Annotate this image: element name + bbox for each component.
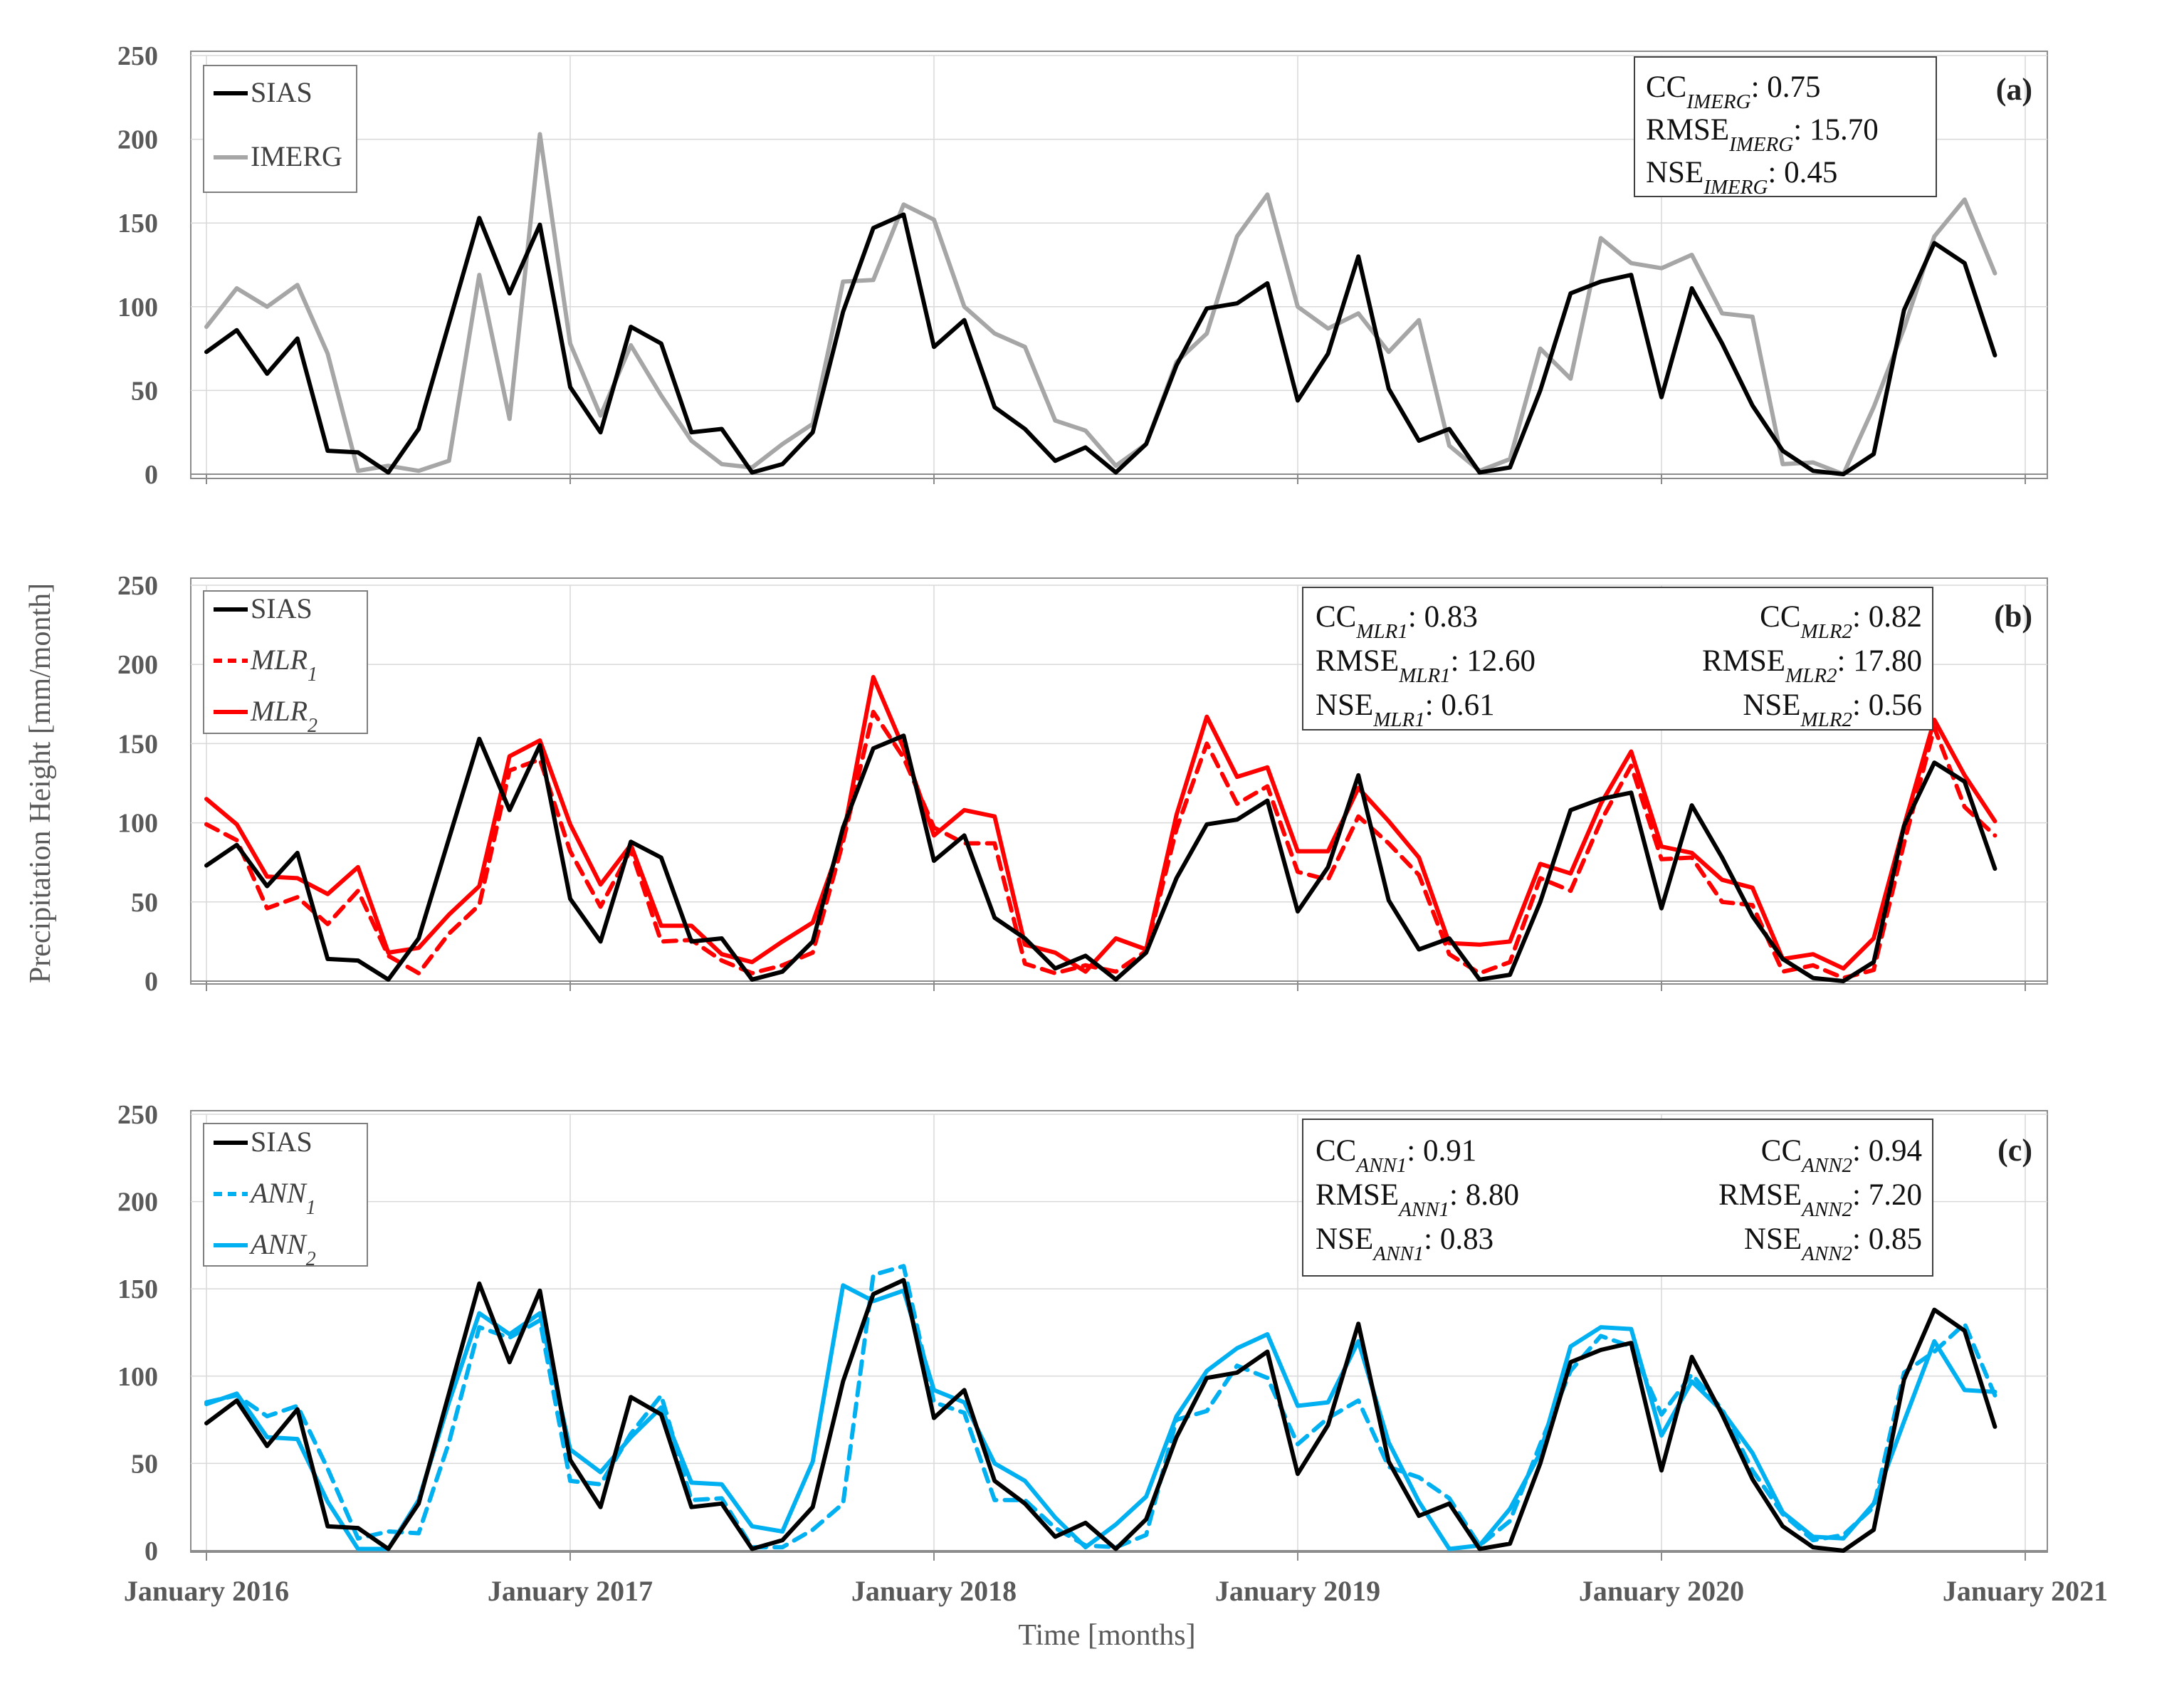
y-tick-label: 100 xyxy=(117,809,158,839)
series-line-imerg xyxy=(204,132,1997,476)
panel-tag: (a) xyxy=(1996,72,2032,107)
stats-frame xyxy=(1634,56,1937,197)
y-tick-label: 50 xyxy=(131,1449,158,1479)
y-tick-label: 200 xyxy=(117,125,158,155)
series-line-sias xyxy=(204,733,1997,983)
panel-0: 0 50 100 150 200 250 SIAS IMERG CCIMERG: 0.75RMS… xyxy=(117,41,2048,490)
y-tick-label: 200 xyxy=(117,1188,158,1217)
y-tick-label: 0 xyxy=(145,460,158,490)
y-tick-label: 0 xyxy=(145,967,158,997)
series-line-ann1 xyxy=(204,1264,1997,1550)
legend-label: SIAS xyxy=(251,76,313,108)
plot-frame xyxy=(190,577,2048,985)
panel-tag: (b) xyxy=(1994,599,2032,634)
series-line-sias xyxy=(204,1277,1997,1553)
y-tick-label: 50 xyxy=(131,888,158,918)
legend: SIAS IMERG xyxy=(203,65,357,193)
y-tick-label: 50 xyxy=(131,376,158,406)
y-tick-label: 150 xyxy=(117,729,158,759)
x-tick-label: January 2016 xyxy=(124,1575,289,1607)
x-tick-label: January 2021 xyxy=(1943,1575,2108,1607)
plot-frame xyxy=(190,51,2048,479)
y-tick-label: 150 xyxy=(117,1274,158,1304)
y-tick-label: 250 xyxy=(117,571,158,601)
y-tick-label: 100 xyxy=(117,293,158,323)
stats-frame xyxy=(1302,1119,1933,1277)
y-tick-label: 200 xyxy=(117,650,158,680)
stats-frame xyxy=(1302,587,1933,730)
series-line-sias xyxy=(204,212,1997,476)
panel-2: 0 50 100 150 200 250 January 2016 January 2017 J… xyxy=(117,1100,2108,1607)
panel-tag: (c) xyxy=(1997,1133,2032,1168)
x-tick-label: January 2019 xyxy=(1215,1575,1380,1607)
y-tick-label: 0 xyxy=(145,1536,158,1566)
x-axis-title: Time [months] xyxy=(1018,1619,1195,1652)
series-line-mlr2 xyxy=(204,675,1997,974)
x-tick-label: January 2017 xyxy=(488,1575,653,1607)
chart-panels: 0 50 100 150 200 250 SIAS IMERG CCIMERG: 0.75RMS… xyxy=(117,41,2108,1607)
x-tick-label: January 2018 xyxy=(851,1575,1017,1607)
legend-box xyxy=(203,65,357,193)
legend-label: SIAS xyxy=(251,592,313,624)
y-tick-label: 250 xyxy=(117,1100,158,1130)
y-axis-title: Precipitation Height [mm/month] xyxy=(24,583,57,983)
legend-label: IMERG xyxy=(251,140,342,172)
y-tick-label: 150 xyxy=(117,209,158,239)
y-tick-label: 100 xyxy=(117,1362,158,1392)
y-tick-label: 250 xyxy=(117,41,158,71)
plot-frame xyxy=(190,1110,2048,1553)
series-line-ann2 xyxy=(204,1283,1997,1551)
x-tick-label: January 2020 xyxy=(1579,1575,1744,1607)
legend-label: SIAS xyxy=(251,1126,313,1158)
